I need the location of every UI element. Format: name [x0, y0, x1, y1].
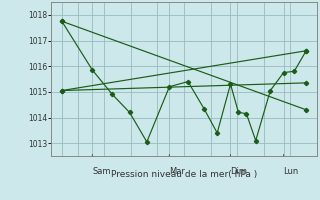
- Text: Dim: Dim: [230, 167, 247, 176]
- Text: Mar: Mar: [169, 167, 185, 176]
- Text: Lun: Lun: [284, 167, 299, 176]
- Text: Sam: Sam: [92, 167, 111, 176]
- X-axis label: Pression niveau de la mer( hPa ): Pression niveau de la mer( hPa ): [111, 170, 257, 179]
